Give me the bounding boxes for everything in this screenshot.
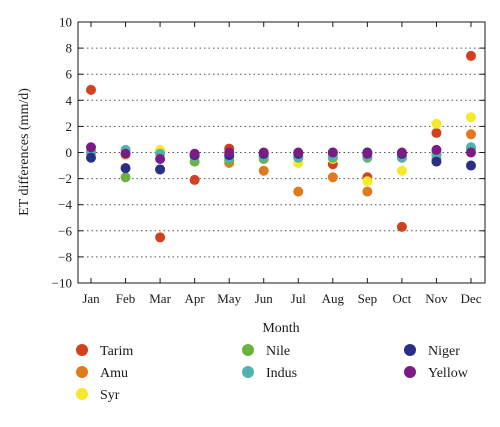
- point-tarim: [431, 127, 442, 138]
- point-amu: [466, 129, 476, 140]
- x-tick-label: Apr: [185, 291, 206, 306]
- x-tick-label: Jul: [291, 291, 307, 306]
- point-yellow: [155, 154, 166, 165]
- grid-lines: [78, 47, 485, 258]
- x-tick-label: Mar: [149, 291, 171, 306]
- legend-item-indus: Indus: [242, 366, 297, 381]
- legend: Tarim Amu Syr Nile Indus Niger Yellow: [76, 344, 469, 403]
- point-amu: [327, 172, 338, 183]
- point-tarim: [155, 232, 166, 243]
- x-tick-label: Oct: [393, 291, 412, 306]
- point-amu: [293, 186, 304, 197]
- legend-item-niger: Niger: [404, 344, 460, 359]
- x-tick-label: Jun: [255, 291, 274, 306]
- x-tick-label: Sep: [358, 291, 378, 306]
- point-yellow: [327, 147, 338, 158]
- legend-item-nile: Nile: [242, 344, 290, 359]
- legend-item-yellow: Yellow: [404, 366, 469, 381]
- legend-label-indus: Indus: [266, 366, 297, 381]
- x-tick-label: Aug: [322, 291, 345, 306]
- y-tick-label: 4: [66, 93, 73, 108]
- x-tick-label: May: [217, 291, 241, 306]
- point-niger: [120, 163, 131, 174]
- x-axis-label: Month: [262, 321, 299, 336]
- point-niger: [431, 156, 442, 167]
- point-syr: [431, 118, 442, 129]
- y-tick-label: 2: [66, 119, 73, 134]
- point-amu: [362, 186, 373, 197]
- y-tick-label: 6: [66, 67, 73, 82]
- x-tick-label: Jan: [82, 291, 100, 306]
- point-tarim: [189, 174, 200, 185]
- legend-label-syr: Syr: [100, 388, 120, 403]
- point-syr: [466, 112, 476, 123]
- point-syr: [396, 165, 407, 176]
- point-niger: [86, 152, 96, 163]
- point-tarim: [86, 84, 96, 95]
- point-syr: [362, 176, 373, 187]
- legend-label-yellow: Yellow: [428, 366, 469, 381]
- legend-marker-niger: [404, 344, 416, 356]
- legend-marker-nile: [242, 344, 254, 356]
- legend-label-tarim: Tarim: [100, 344, 133, 359]
- legend-marker-yellow: [404, 366, 416, 378]
- point-yellow: [224, 147, 235, 158]
- x-tick-label: Nov: [425, 291, 448, 306]
- legend-label-niger: Niger: [428, 344, 460, 359]
- x-tick-label: Dec: [461, 291, 482, 306]
- legend-label-amu: Amu: [100, 366, 128, 381]
- legend-marker-indus: [242, 366, 254, 378]
- point-nile: [120, 172, 131, 183]
- point-tarim: [396, 221, 407, 232]
- y-tick-label: −2: [58, 171, 72, 186]
- point-yellow: [293, 147, 304, 158]
- y-axis-ticks: −10 −8 −6 −4 −2 0 2 4 6 8 10: [52, 15, 485, 291]
- point-yellow: [258, 147, 269, 158]
- point-yellow: [120, 148, 131, 159]
- point-tarim: [466, 50, 476, 61]
- legend-marker-amu: [76, 366, 88, 378]
- y-tick-label: −8: [58, 249, 72, 264]
- legend-item-tarim: Tarim: [76, 344, 133, 359]
- point-yellow: [362, 148, 373, 159]
- point-niger: [155, 164, 166, 175]
- legend-label-nile: Nile: [266, 344, 290, 359]
- y-tick-label: −6: [58, 223, 72, 238]
- point-yellow: [431, 144, 442, 155]
- point-yellow: [189, 148, 200, 159]
- point-niger: [466, 160, 476, 171]
- point-yellow: [466, 147, 476, 158]
- legend-marker-tarim: [76, 344, 88, 356]
- legend-marker-syr: [76, 388, 88, 400]
- data-points: [86, 50, 476, 243]
- x-tick-label: Feb: [116, 291, 136, 306]
- y-tick-label: −10: [52, 276, 72, 291]
- point-yellow: [86, 142, 96, 153]
- y-tick-label: 10: [59, 15, 72, 30]
- legend-item-syr: Syr: [76, 388, 120, 403]
- x-axis-ticks: Jan Feb Mar Apr May Jun Jul Aug Sep Oct Nov Dec: [82, 22, 482, 306]
- y-tick-label: −4: [58, 197, 72, 212]
- y-axis-label: ET differences (mm/d): [17, 88, 32, 216]
- point-yellow: [396, 147, 407, 158]
- y-tick-label: 8: [66, 41, 73, 56]
- y-tick-label: 0: [66, 145, 73, 160]
- point-amu: [258, 165, 269, 176]
- legend-item-amu: Amu: [76, 366, 128, 381]
